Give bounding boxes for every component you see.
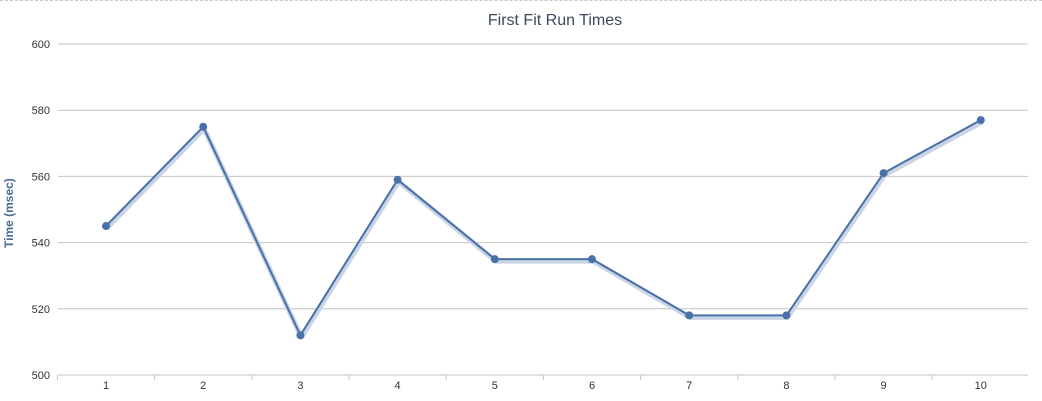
x-tick-label: 2 [200, 380, 206, 392]
chart-title: First Fit Run Times [487, 12, 623, 29]
data-point [588, 255, 596, 264]
data-points [102, 116, 985, 340]
x-tick-label: 9 [881, 380, 887, 392]
x-tick-labels: 1 2 3 4 5 6 7 8 9 10 [103, 380, 987, 392]
y-tick-label: 500 [32, 370, 50, 382]
y-tick-label: 580 [32, 105, 50, 117]
x-tick-label: 4 [395, 380, 401, 392]
x-tick-label: 7 [686, 380, 692, 392]
series-line-shadow [105, 119, 983, 340]
data-point [199, 122, 208, 131]
data-point [102, 222, 110, 231]
data-point [490, 255, 499, 264]
x-tick-label: 10 [975, 380, 987, 392]
top-border [0, 0, 1042, 1]
y-tick-labels: 500 520 540 560 580 600 [32, 39, 50, 382]
data-point [296, 331, 305, 340]
x-tick-label: 1 [103, 380, 109, 392]
x-tick-label: 3 [297, 380, 303, 392]
y-tick-label: 540 [32, 238, 50, 250]
data-point [879, 169, 888, 178]
data-point [976, 116, 985, 125]
y-tick-label: 600 [32, 39, 50, 51]
series-line [105, 119, 983, 340]
y-tick-label: 560 [32, 171, 50, 183]
data-point [393, 175, 402, 184]
x-tick-label: 5 [492, 380, 498, 392]
data-point [782, 311, 791, 320]
gridlines [56, 43, 1028, 380]
data-point [685, 311, 694, 320]
x-tick-label: 8 [783, 380, 789, 392]
x-tick-label: 6 [589, 380, 595, 392]
y-tick-label: 520 [32, 304, 50, 316]
series-line [105, 119, 982, 337]
